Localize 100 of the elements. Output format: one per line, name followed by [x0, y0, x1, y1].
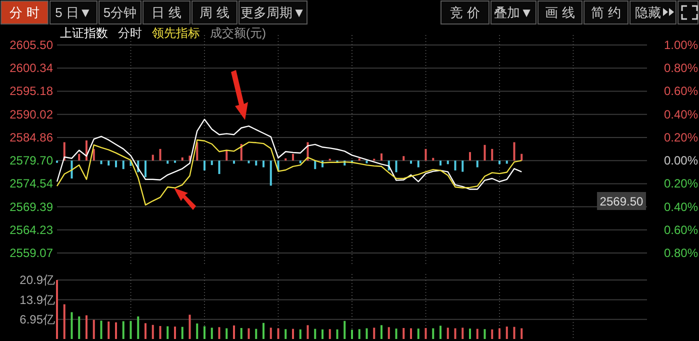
y-tick-label: 2600.34	[10, 61, 54, 76]
text: 隐藏	[635, 5, 661, 20]
bar	[462, 328, 464, 339]
bar	[484, 144, 486, 161]
bar	[100, 160, 102, 164]
bar	[351, 330, 353, 339]
bar	[491, 148, 494, 161]
bar	[462, 160, 464, 172]
bar	[181, 326, 184, 339]
bar	[484, 329, 486, 339]
bar	[491, 329, 494, 339]
bar	[454, 328, 456, 339]
bar	[380, 325, 382, 339]
bar	[446, 160, 449, 164]
text: 分 时	[10, 5, 40, 20]
y2-tick-label: 0.80%	[664, 246, 698, 260]
bar	[144, 323, 146, 339]
bar	[204, 326, 206, 339]
bar	[226, 328, 228, 339]
bar	[233, 160, 235, 164]
bar	[410, 160, 412, 164]
y2-tick-label: 0.60%	[664, 84, 698, 98]
annotation: 2569.50	[600, 194, 644, 208]
bar	[70, 160, 73, 178]
bar	[380, 153, 382, 161]
y-tick-label: 2590.02	[10, 107, 54, 122]
y2-tick-label: 0.20%	[664, 176, 698, 191]
y2-tick-label: 0.60%	[664, 222, 698, 237]
bar	[432, 158, 434, 161]
bar	[152, 154, 154, 161]
bar	[108, 322, 110, 339]
y-tick-label: 2559.07	[10, 246, 54, 260]
bar	[233, 325, 235, 339]
text: 叠加▼	[494, 5, 533, 20]
bar	[446, 328, 449, 339]
bar	[270, 160, 272, 186]
bar	[336, 329, 338, 339]
bar	[476, 160, 478, 168]
bar	[506, 160, 508, 164]
bar	[255, 160, 258, 166]
y-tick-label: 2584.86	[10, 130, 54, 144]
y-tick-label: 2574.54	[10, 176, 54, 191]
bar	[388, 327, 390, 339]
bar	[424, 148, 427, 161]
bar	[506, 326, 508, 339]
bar	[513, 326, 516, 339]
bar	[255, 328, 258, 339]
bar	[292, 154, 294, 161]
bar	[476, 328, 478, 339]
bar	[63, 304, 66, 339]
bar	[108, 160, 110, 166]
bar	[130, 320, 132, 339]
text: 更多周期▼	[240, 5, 306, 20]
bar	[469, 152, 471, 161]
bar	[306, 325, 309, 339]
y-tick-label: 2605.50	[10, 38, 54, 52]
bar	[292, 328, 294, 339]
bar	[240, 328, 242, 339]
bar	[92, 148, 95, 161]
y-tick-label: 2595.18	[10, 84, 54, 98]
bar	[440, 160, 442, 166]
bar	[344, 320, 346, 339]
y-tick-label: 2579.70	[10, 154, 54, 168]
y-tick-label: 2564.23	[10, 222, 54, 237]
bar	[159, 326, 162, 339]
line-series	[56, 118, 522, 190]
bar	[78, 154, 80, 161]
y-tick-label: 13.9亿	[20, 292, 55, 307]
bar	[299, 160, 302, 164]
bar	[115, 322, 117, 339]
text: 简 约	[591, 5, 621, 20]
bar	[270, 328, 272, 339]
bar	[210, 328, 213, 339]
bar	[166, 326, 169, 339]
y-tick-label: 20.9亿	[20, 273, 55, 287]
bar	[402, 156, 405, 161]
bar	[92, 320, 95, 339]
bar	[395, 328, 398, 339]
bar	[299, 329, 302, 339]
bar	[188, 314, 191, 339]
bar	[159, 148, 162, 161]
bar	[366, 160, 368, 164]
text: 分时	[118, 26, 142, 40]
bar	[417, 160, 420, 168]
bar	[137, 316, 140, 339]
bar	[100, 320, 102, 339]
bar	[78, 316, 80, 339]
bar	[226, 150, 228, 161]
text: 竞 价	[450, 5, 480, 20]
y2-tick-label: 1.00%	[664, 38, 698, 52]
bar	[262, 160, 264, 168]
bar	[410, 328, 412, 339]
text: 成交额(元)	[210, 26, 266, 40]
bar	[417, 328, 420, 339]
bar	[284, 329, 287, 339]
text: 5分钟	[103, 5, 137, 20]
bar	[402, 328, 405, 339]
bar	[277, 160, 280, 170]
bar	[218, 327, 220, 339]
bar	[314, 328, 316, 339]
